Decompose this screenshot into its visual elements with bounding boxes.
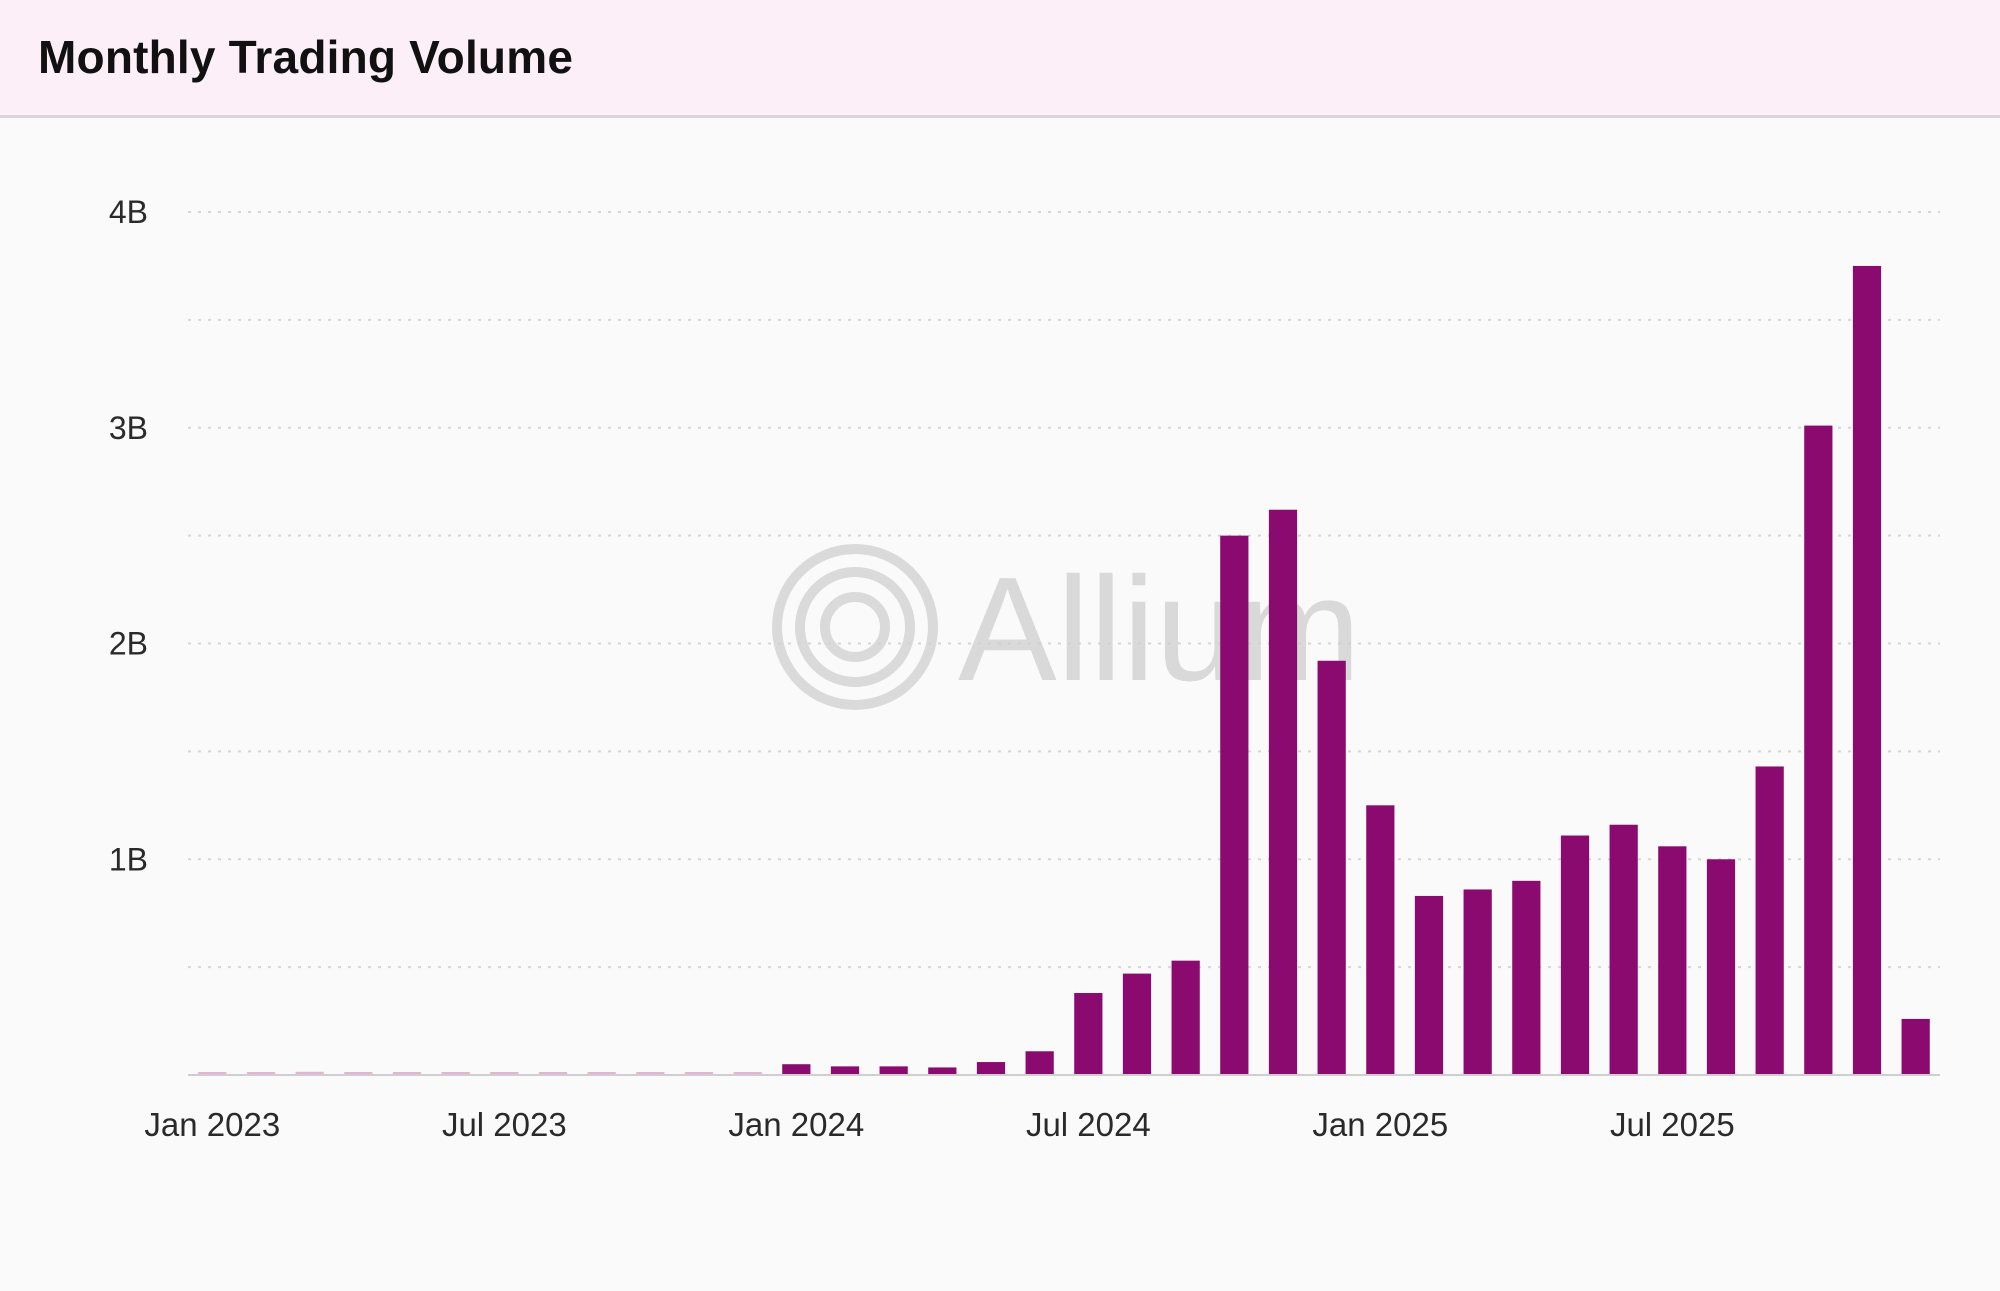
bar-2024-02[interactable] — [830, 1066, 860, 1075]
bar-2023-09[interactable] — [587, 1072, 616, 1075]
bar-2024-11[interactable] — [1268, 509, 1298, 1075]
bar-2023-11[interactable] — [684, 1072, 714, 1075]
card-header: Monthly Trading Volume — [0, 0, 2000, 118]
bar-2025-05[interactable] — [1560, 835, 1590, 1075]
bar-2025-02[interactable] — [1414, 895, 1444, 1075]
bar-2023-03[interactable] — [295, 1071, 324, 1075]
y-tick-label: 1B — [109, 841, 148, 877]
bars — [198, 265, 1930, 1075]
y-axis-ticks: 1B 2B 3B 4B — [109, 194, 148, 877]
x-tick-label: Jan 2023 — [144, 1106, 280, 1143]
bar-2023-07[interactable] — [490, 1072, 519, 1075]
bar-2023-04[interactable] — [344, 1072, 373, 1075]
bar-2023-01[interactable] — [198, 1072, 227, 1075]
bar-2023-10[interactable] — [636, 1072, 665, 1075]
bar-2025-03[interactable] — [1463, 889, 1492, 1075]
bar-2025-04[interactable] — [1512, 880, 1541, 1075]
page-title: Monthly Trading Volume — [38, 31, 574, 83]
allium-logo-icon — [772, 544, 938, 710]
bar-2023-05[interactable] — [392, 1072, 422, 1075]
x-tick-label: Jan 2025 — [1312, 1106, 1448, 1143]
bar-2025-01[interactable] — [1366, 805, 1395, 1075]
y-tick-label: 4B — [109, 194, 148, 230]
bar-2023-08[interactable] — [538, 1072, 568, 1075]
bar-2025-12[interactable] — [1901, 1018, 1930, 1075]
bar-2025-10[interactable] — [1804, 425, 1833, 1075]
grid-lines — [188, 211, 1940, 969]
bar-2025-11[interactable] — [1852, 265, 1882, 1075]
bar-2024-05[interactable] — [976, 1062, 1006, 1075]
bar-2023-12[interactable] — [733, 1072, 762, 1075]
x-tick-label: Jul 2024 — [1026, 1106, 1151, 1143]
bar-2024-01[interactable] — [782, 1064, 811, 1075]
x-tick-label: Jul 2023 — [442, 1106, 567, 1143]
watermark-text: Allium — [958, 547, 1361, 712]
x-tick-label: Jul 2025 — [1610, 1106, 1735, 1143]
bar-2024-10[interactable] — [1220, 535, 1249, 1075]
bar-2025-07[interactable] — [1658, 846, 1687, 1075]
bar-2024-08[interactable] — [1122, 973, 1152, 1075]
bar-2025-09[interactable] — [1755, 766, 1784, 1075]
bar-2025-08[interactable] — [1706, 859, 1736, 1075]
bar-2024-09[interactable] — [1171, 960, 1200, 1075]
y-tick-label: 3B — [109, 410, 148, 446]
x-axis-ticks: Jan 2023 Jul 2023 Jan 2024 Jul 2024 Jan 2025… — [144, 1106, 1734, 1143]
bar-2023-06[interactable] — [441, 1072, 470, 1075]
x-tick-label: Jan 2024 — [728, 1106, 864, 1143]
bar-2024-06[interactable] — [1025, 1051, 1054, 1075]
bar-2024-03[interactable] — [879, 1066, 908, 1075]
y-tick-label: 2B — [109, 626, 148, 662]
bar-2024-04[interactable] — [928, 1067, 957, 1075]
bar-2025-06[interactable] — [1609, 824, 1638, 1075]
bar-2024-12[interactable] — [1317, 660, 1346, 1075]
bar-2023-02[interactable] — [246, 1072, 276, 1075]
bar-2024-07[interactable] — [1074, 993, 1103, 1075]
